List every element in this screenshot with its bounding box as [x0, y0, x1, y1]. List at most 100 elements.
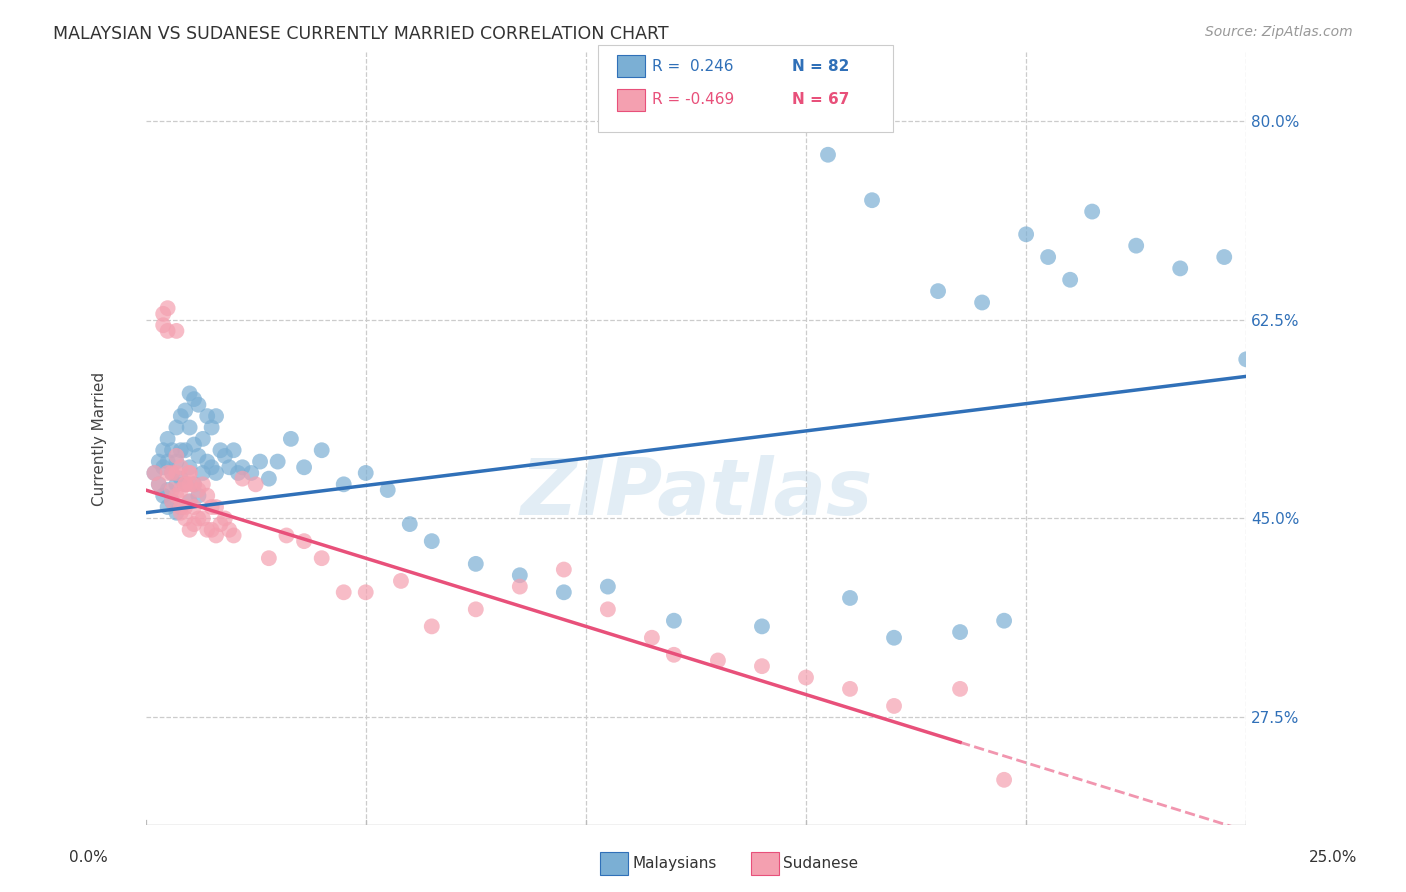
Point [165, 477, 187, 491]
Point [993, 614, 1015, 628]
Point [160, 466, 183, 480]
Point [156, 301, 179, 315]
Text: 25.0%: 25.0% [1309, 850, 1357, 865]
Point [214, 511, 236, 525]
Point [276, 528, 298, 542]
Point [174, 500, 197, 514]
Point [218, 523, 240, 537]
Point [1168, 261, 1191, 276]
Point [205, 466, 228, 480]
Point [170, 460, 193, 475]
Text: MALAYSIAN VS SUDANESE CURRENTLY MARRIED CORRELATION CHART: MALAYSIAN VS SUDANESE CURRENTLY MARRIED … [53, 25, 669, 43]
Point [222, 443, 245, 458]
Point [332, 477, 354, 491]
Point [751, 659, 773, 673]
Point [1213, 250, 1236, 264]
Point [148, 477, 170, 491]
Text: Source: ZipAtlas.com: Source: ZipAtlas.com [1205, 25, 1353, 39]
Point [257, 472, 280, 486]
Point [160, 494, 183, 508]
Point [201, 523, 224, 537]
Point [191, 466, 214, 480]
Point [156, 454, 179, 468]
Point [201, 420, 224, 434]
Point [311, 443, 333, 458]
Text: Malaysians: Malaysians [633, 856, 717, 871]
Point [231, 472, 253, 486]
Point [165, 489, 187, 503]
Point [195, 523, 218, 537]
Point [165, 454, 187, 468]
Point [160, 494, 183, 508]
Point [420, 619, 443, 633]
Text: Currently Married: Currently Married [91, 372, 107, 506]
Point [641, 631, 664, 645]
Point [218, 460, 240, 475]
Point [266, 454, 288, 468]
Point [191, 511, 214, 525]
Point [839, 681, 862, 696]
Point [183, 517, 205, 532]
Point [201, 460, 224, 475]
Point [152, 443, 174, 458]
Point [179, 466, 201, 480]
Point [883, 631, 905, 645]
Point [170, 483, 193, 497]
Point [152, 318, 174, 333]
Point [170, 506, 193, 520]
Point [170, 500, 193, 514]
Point [183, 437, 205, 451]
Point [464, 602, 486, 616]
Point [191, 432, 214, 446]
Point [1015, 227, 1038, 242]
Text: ZIPatlas: ZIPatlas [520, 455, 872, 531]
Point [152, 460, 174, 475]
Point [179, 386, 201, 401]
Point [205, 409, 228, 424]
Point [195, 489, 218, 503]
Point [1059, 273, 1081, 287]
Point [174, 511, 197, 525]
Point [231, 460, 253, 475]
Point [209, 443, 232, 458]
Point [165, 449, 187, 463]
Point [179, 494, 201, 508]
Point [183, 392, 205, 406]
Point [751, 619, 773, 633]
Point [354, 585, 377, 599]
Point [165, 506, 187, 520]
Point [209, 517, 232, 532]
Point [165, 466, 187, 480]
Text: R = -0.469: R = -0.469 [652, 93, 734, 107]
Point [311, 551, 333, 566]
Point [156, 483, 179, 497]
Point [187, 511, 209, 525]
Point [993, 772, 1015, 787]
Text: N = 82: N = 82 [792, 59, 849, 73]
Point [148, 454, 170, 468]
Point [191, 477, 214, 491]
Point [553, 585, 575, 599]
Point [817, 147, 839, 161]
Point [927, 284, 949, 298]
Point [389, 574, 412, 588]
Point [257, 551, 280, 566]
Point [839, 591, 862, 605]
Point [170, 472, 193, 486]
Point [174, 403, 197, 417]
Point [1081, 204, 1104, 219]
Point [553, 563, 575, 577]
Point [205, 500, 228, 514]
Point [165, 420, 187, 434]
Text: R =  0.246: R = 0.246 [652, 59, 734, 73]
Point [596, 580, 619, 594]
Point [398, 517, 420, 532]
Point [143, 466, 166, 480]
Point [292, 534, 315, 549]
Point [226, 466, 249, 480]
Point [179, 460, 201, 475]
Point [183, 500, 205, 514]
Point [160, 483, 183, 497]
Point [794, 671, 817, 685]
Point [509, 580, 531, 594]
